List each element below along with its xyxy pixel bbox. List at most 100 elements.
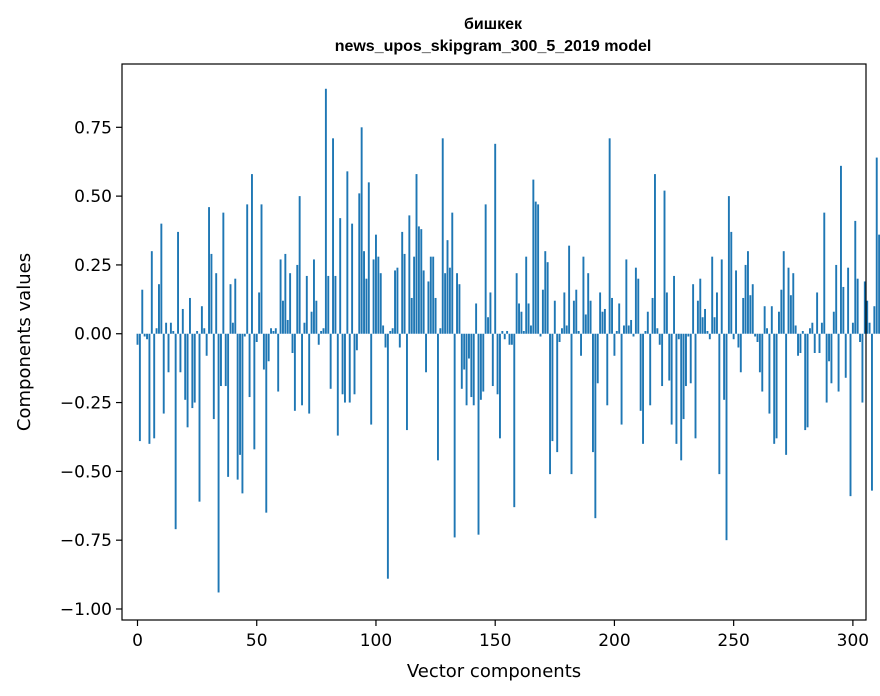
bar — [558, 333, 561, 342]
bar — [592, 333, 594, 453]
bar — [355, 333, 358, 351]
bar — [661, 333, 664, 387]
bar — [825, 333, 828, 403]
bar — [451, 212, 454, 334]
bar — [754, 333, 757, 337]
bar — [465, 333, 468, 406]
bar — [396, 267, 399, 334]
bar — [878, 234, 880, 334]
bar — [663, 190, 666, 334]
bar — [816, 292, 819, 334]
bar — [656, 328, 659, 334]
bar — [367, 182, 370, 334]
bar — [408, 215, 411, 334]
bar — [231, 322, 234, 334]
bar — [732, 333, 735, 340]
bar — [251, 174, 253, 334]
bar — [830, 333, 833, 384]
bar — [572, 300, 575, 334]
bar — [363, 251, 365, 334]
bar — [220, 333, 222, 387]
x-axis-label: Vector components — [407, 661, 581, 682]
bar — [389, 330, 392, 334]
bar — [327, 275, 330, 334]
bar — [770, 306, 773, 334]
bar — [570, 333, 573, 475]
bar — [382, 325, 385, 334]
y-tick-label: 0.25 — [74, 256, 112, 276]
bar — [496, 333, 499, 395]
bar — [463, 333, 466, 370]
bar — [601, 311, 604, 334]
bar — [828, 333, 830, 362]
bar — [277, 333, 280, 392]
bar — [758, 333, 761, 373]
bar — [296, 264, 299, 334]
bar — [608, 138, 611, 334]
bar — [208, 207, 210, 334]
bar — [136, 333, 139, 345]
bar — [403, 253, 406, 334]
bar — [270, 328, 272, 334]
bar — [446, 240, 449, 334]
bar — [859, 333, 861, 342]
bar — [484, 204, 487, 334]
bar — [847, 267, 850, 334]
bar — [317, 333, 320, 345]
bar — [589, 300, 592, 334]
bar — [315, 300, 318, 334]
bar — [532, 179, 535, 334]
bar — [234, 278, 237, 334]
bar — [427, 281, 430, 334]
y-tick-label: 0.75 — [74, 118, 112, 138]
bar — [332, 138, 334, 334]
x-tick-label: 100 — [360, 631, 392, 651]
bar — [854, 220, 857, 334]
bar — [875, 157, 878, 334]
bar — [539, 333, 542, 337]
bar — [377, 256, 380, 334]
bar — [649, 333, 652, 406]
bar — [415, 174, 418, 334]
chart-title-line2: news_upos_skipgram_300_5_2019 model — [335, 38, 652, 55]
bar — [305, 275, 308, 334]
bar — [544, 251, 547, 334]
bar — [787, 267, 790, 334]
bar — [813, 333, 816, 354]
y-tick-label: −0.75 — [60, 531, 112, 551]
y-tick-label: −1.00 — [60, 600, 112, 620]
bar — [701, 317, 704, 334]
bar — [682, 333, 685, 420]
bar — [778, 311, 780, 334]
bar — [863, 281, 866, 334]
bar — [868, 322, 871, 334]
bar — [775, 333, 778, 439]
bar — [236, 333, 239, 480]
bar — [344, 333, 346, 403]
bar — [747, 251, 749, 334]
bar — [186, 333, 189, 428]
bar — [568, 245, 571, 334]
bar — [470, 333, 473, 398]
bar — [587, 273, 590, 334]
bar — [725, 333, 728, 541]
bar — [606, 333, 609, 406]
bar — [563, 292, 566, 334]
bar — [704, 308, 706, 334]
bar — [146, 333, 148, 340]
bar — [797, 333, 799, 356]
bar — [763, 306, 766, 334]
bar — [713, 317, 716, 334]
y-axis-label: Components values — [14, 253, 35, 431]
bar — [541, 289, 544, 334]
bar — [432, 256, 435, 334]
x-tick-label: 200 — [598, 631, 630, 651]
bar — [840, 165, 842, 334]
bar — [468, 333, 470, 359]
bar — [143, 333, 146, 337]
bar — [866, 300, 869, 334]
bar — [205, 333, 208, 356]
bar — [303, 322, 306, 334]
x-axis: 0 50 100 150 200 250 300 — [132, 620, 869, 651]
bar — [177, 231, 179, 334]
